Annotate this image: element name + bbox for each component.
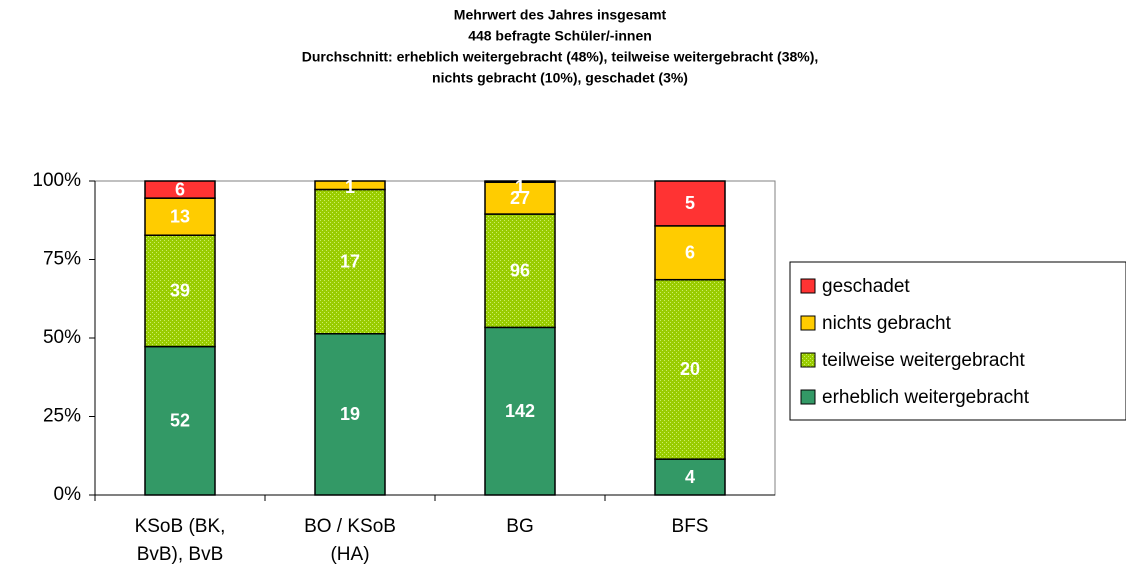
value-label: 52 xyxy=(170,411,190,431)
chart-title: Durchschnitt: erheblich weitergebracht (… xyxy=(302,49,819,65)
value-label: 39 xyxy=(170,281,190,301)
x-tick-label: BFS xyxy=(672,516,709,537)
y-tick-label: 50% xyxy=(43,327,81,348)
legend-label: nichts gebracht xyxy=(822,313,952,334)
bar-segment xyxy=(484,181,556,215)
y-tick-label: 100% xyxy=(32,170,81,191)
value-label: 142 xyxy=(505,401,535,421)
y-tick-label: 0% xyxy=(54,484,82,505)
value-label: 17 xyxy=(340,251,360,271)
legend-label: erheblich weitergebracht xyxy=(822,387,1030,408)
y-tick-label: 25% xyxy=(43,406,81,427)
legend-label: teilweise weitergebracht xyxy=(822,350,1025,371)
value-label: 6 xyxy=(175,179,185,199)
legend-swatch xyxy=(800,315,816,331)
value-label: 13 xyxy=(170,206,190,226)
chart-title: Mehrwert des Jahres insgesamt xyxy=(454,7,667,23)
bar-segment xyxy=(314,333,386,496)
value-label: 27 xyxy=(510,188,530,208)
bar-segment xyxy=(314,188,386,335)
y-tick-label: 75% xyxy=(43,249,81,270)
value-label: 19 xyxy=(340,404,360,424)
chart-title: 448 befragte Schüler/-innen xyxy=(468,28,652,44)
bar-segment xyxy=(654,180,726,227)
legend-box xyxy=(789,261,1126,421)
value-label: 4 xyxy=(685,467,695,487)
value-label: 5 xyxy=(685,193,695,213)
legend-swatch xyxy=(800,278,816,294)
x-tick-label: BO / KSoB xyxy=(304,516,396,537)
bar-segment xyxy=(654,225,726,281)
bar-segment xyxy=(654,458,726,496)
bar-segment xyxy=(144,345,216,496)
value-label: 1 xyxy=(515,177,525,197)
bar-segment xyxy=(654,278,726,460)
value-label: 1 xyxy=(345,177,355,197)
bar-segment xyxy=(144,180,216,199)
value-label: 96 xyxy=(510,260,530,280)
x-tick-label: KSoB (BK, xyxy=(135,516,226,537)
legend-label: geschadet xyxy=(822,276,910,297)
legend-swatch xyxy=(800,389,816,405)
value-label: 6 xyxy=(685,243,695,263)
bar-segment xyxy=(314,180,386,191)
value-label: 20 xyxy=(680,359,700,379)
bar-segment xyxy=(484,180,556,183)
x-tick-label: (HA) xyxy=(330,544,369,565)
x-tick-label: BvB), BvB xyxy=(137,544,224,565)
x-tick-label: BG xyxy=(506,516,533,537)
chart-title: nichts gebracht (10%), geschadet (3%) xyxy=(432,70,688,86)
legend-swatch xyxy=(800,352,816,368)
bar-segment xyxy=(484,326,556,496)
